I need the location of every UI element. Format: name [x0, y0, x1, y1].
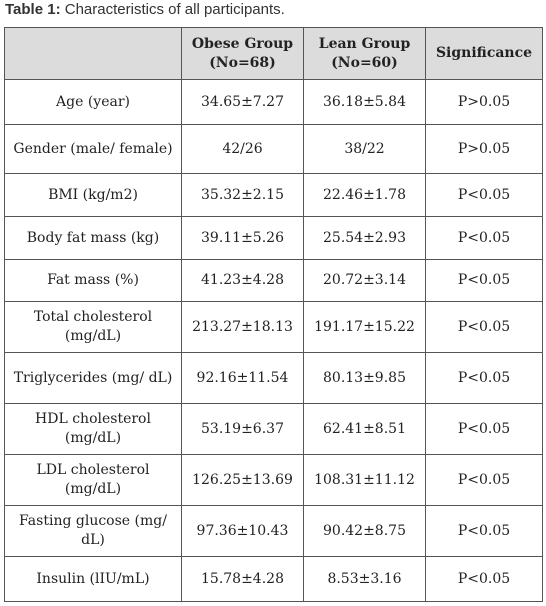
table-row: LDL cholesterol (mg/dL) 126.25±13.69 108.3… [4, 454, 543, 506]
cell-obese-group: 41.23±4.28 [181, 259, 304, 302]
cell-parameter: Insulin (lIU/mL) [4, 556, 182, 602]
cell-parameter: Fat mass (%) [4, 259, 182, 302]
cell-parameter: Gender (male/ female) [4, 124, 182, 174]
table-caption: Table 1: Characteristics of all particip… [5, 1, 285, 18]
cell-significance: P>0.05 [425, 79, 543, 125]
table-row: Insulin (lIU/mL) 15.78±4.28 8.53±3.16 P<0.0… [4, 556, 543, 602]
table-body: Age (year) 34.65±7.27 36.18±5.84 P>0.05 Gend… [4, 79, 543, 602]
table-row: Gender (male/ female) 42/26 38/22 P>0.05 [4, 124, 543, 174]
table-header-row: Obese Group (No=68) Lean Group (No=60) S… [4, 27, 543, 80]
cell-lean-group: 108.31±11.12 [303, 454, 426, 506]
cell-significance: P<0.05 [425, 173, 543, 217]
table-row: Fat mass (%) 41.23±4.28 20.72±3.14 P<0.05 [4, 259, 543, 302]
cell-obese-group: 92.16±11.54 [181, 352, 304, 404]
cell-lean-group: 22.46±1.78 [303, 173, 426, 217]
cell-significance: P<0.05 [425, 454, 543, 506]
cell-significance: P>0.05 [425, 124, 543, 174]
header-parameter [4, 27, 182, 80]
cell-obese-group: 15.78±4.28 [181, 556, 304, 602]
cell-significance: P<0.05 [425, 216, 543, 260]
cell-obese-group: 34.65±7.27 [181, 79, 304, 125]
cell-parameter: LDL cholesterol (mg/dL) [4, 454, 182, 506]
cell-lean-group: 8.53±3.16 [303, 556, 426, 602]
cell-significance: P<0.05 [425, 259, 543, 302]
cell-obese-group: 53.19±6.37 [181, 403, 304, 455]
cell-lean-group: 36.18±5.84 [303, 79, 426, 125]
cell-obese-group: 35.32±2.15 [181, 173, 304, 217]
cell-obese-group: 39.11±5.26 [181, 216, 304, 260]
participants-table: Obese Group (No=68) Lean Group (No=60) S… [4, 27, 543, 602]
table-row: Body fat mass (kg) 39.11±5.26 25.54±2.93 P<… [4, 216, 543, 260]
table-row: BMI (kg/m2) 35.32±2.15 22.46±1.78 P<0.05 [4, 173, 543, 217]
cell-obese-group: 213.27±18.13 [181, 301, 304, 353]
cell-significance: P<0.05 [425, 301, 543, 353]
table-row: Triglycerides (mg/ dL) 92.16±11.54 80.13±9… [4, 352, 543, 404]
cell-lean-group: 38/22 [303, 124, 426, 174]
cell-lean-group: 191.17±15.22 [303, 301, 426, 353]
cell-lean-group: 62.41±8.51 [303, 403, 426, 455]
cell-parameter: HDL cholesterol (mg/dL) [4, 403, 182, 455]
cell-significance: P<0.05 [425, 505, 543, 557]
header-obese-group: Obese Group (No=68) [181, 27, 304, 80]
cell-parameter: Age (year) [4, 79, 182, 125]
header-significance: Significance [425, 27, 543, 80]
cell-parameter: Total cholesterol (mg/dL) [4, 301, 182, 353]
cell-lean-group: 80.13±9.85 [303, 352, 426, 404]
cell-parameter: Body fat mass (kg) [4, 216, 182, 260]
cell-significance: P<0.05 [425, 352, 543, 404]
table-caption-text: Characteristics of all participants. [60, 1, 285, 18]
cell-parameter: Fasting glucose (mg/ dL) [4, 505, 182, 557]
table-row: Total cholesterol (mg/dL) 213.27±18.13 191… [4, 301, 543, 353]
cell-significance: P<0.05 [425, 403, 543, 455]
table-row: HDL cholesterol (mg/dL) 53.19±6.37 62.41±8… [4, 403, 543, 455]
cell-significance: P<0.05 [425, 556, 543, 602]
cell-obese-group: 97.36±10.43 [181, 505, 304, 557]
cell-lean-group: 90.42±8.75 [303, 505, 426, 557]
cell-lean-group: 20.72±3.14 [303, 259, 426, 302]
cell-parameter: BMI (kg/m2) [4, 173, 182, 217]
cell-parameter: Triglycerides (mg/ dL) [4, 352, 182, 404]
header-lean-group: Lean Group (No=60) [303, 27, 426, 80]
cell-obese-group: 42/26 [181, 124, 304, 174]
table-caption-label: Table 1: [5, 1, 61, 18]
table-row: Age (year) 34.65±7.27 36.18±5.84 P>0.05 [4, 79, 543, 125]
table-row: Fasting glucose (mg/ dL) 97.36±10.43 90.42… [4, 505, 543, 557]
cell-lean-group: 25.54±2.93 [303, 216, 426, 260]
cell-obese-group: 126.25±13.69 [181, 454, 304, 506]
